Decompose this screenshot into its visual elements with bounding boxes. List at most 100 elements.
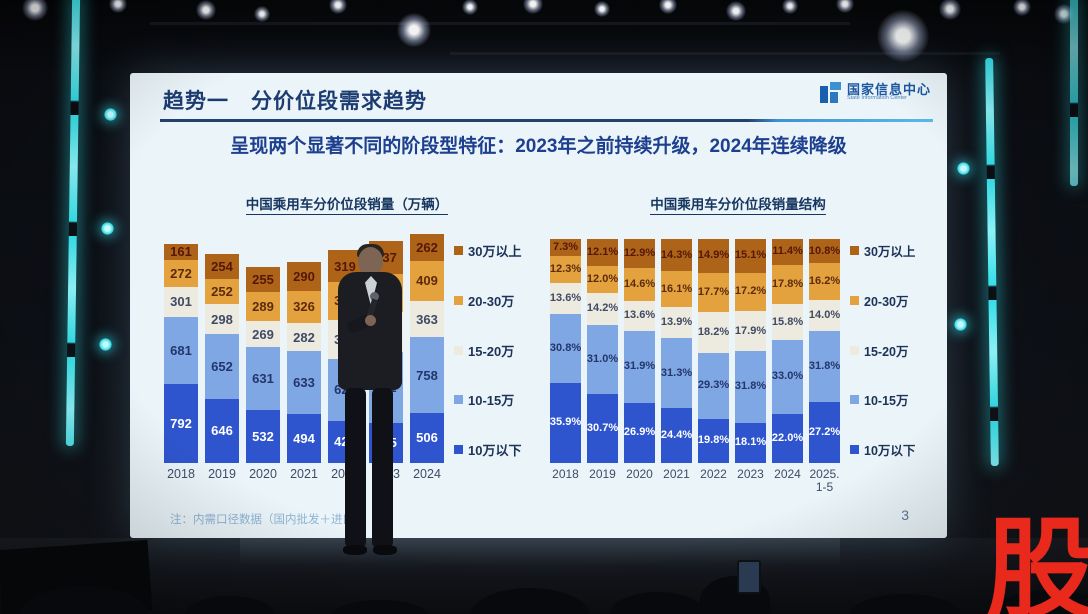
segment-30万以上: 254 bbox=[205, 254, 239, 280]
segment-15-20万: 14.0% bbox=[809, 299, 840, 331]
legend-label: 20-30万 bbox=[864, 294, 909, 309]
bar-2019: 254 252 298 652 646 bbox=[205, 254, 239, 463]
segment-15-20万: 269 bbox=[246, 320, 280, 348]
x-tick-label: 2019 bbox=[589, 467, 616, 481]
ceiling-truss bbox=[150, 22, 850, 25]
legend-swatch-icon bbox=[454, 445, 463, 454]
segment-20-30万: 252 bbox=[205, 279, 239, 305]
slide-title: 趋势一 分价位段需求趋势 bbox=[163, 90, 427, 113]
spotlight-glow bbox=[397, 13, 431, 47]
ceiling-truss bbox=[450, 52, 1000, 55]
segment-30万以上: 10.8% bbox=[809, 239, 840, 264]
bar-2021: 14.3% 16.1% 13.9% 31.3% 24.4% bbox=[661, 239, 692, 463]
segment-10-15万: 31.8% bbox=[735, 351, 766, 423]
audience-silhouette bbox=[850, 594, 960, 614]
chart-legend: 30万以上 20-30万 15-20万 10-15万 10万以下 bbox=[454, 231, 521, 463]
segment-30万以上: 262 bbox=[410, 234, 444, 261]
slide-subtitle: 呈现两个显著不同的阶段型特征：2023年之前持续升级，2024年连续降级 bbox=[230, 136, 847, 157]
sic-logo-icon bbox=[819, 82, 841, 103]
presenter-head bbox=[358, 247, 383, 276]
segment-15-20万: 13.9% bbox=[661, 307, 692, 339]
segment-15-20万: 282 bbox=[287, 323, 321, 352]
x-tick-label: 2019 bbox=[208, 467, 236, 481]
segment-15-20万: 18.2% bbox=[698, 312, 729, 354]
page-number: 3 bbox=[901, 507, 909, 523]
bar-2021: 290 326 282 633 494 bbox=[287, 261, 321, 463]
presenter-leg bbox=[345, 388, 366, 548]
x-tick-label: 2024 bbox=[413, 467, 441, 481]
led-dot-icon bbox=[954, 318, 967, 331]
segment-15-20万: 15.8% bbox=[772, 304, 803, 340]
segment-20-30万: 289 bbox=[246, 291, 280, 321]
bar-2020: 12.9% 14.6% 13.6% 31.9% 26.9% bbox=[624, 239, 655, 463]
chart-legend: 30万以上 20-30万 15-20万 10-15万 10万以下 bbox=[850, 231, 915, 463]
bar-2022: 14.9% 17.7% 18.2% 29.3% 19.8% bbox=[698, 239, 729, 463]
presenter-silhouette bbox=[329, 243, 413, 561]
segment-10-15万: 31.8% bbox=[809, 330, 840, 403]
segment-30万以上: 14.3% bbox=[661, 239, 692, 272]
segment-10-15万: 31.0% bbox=[587, 324, 618, 395]
bar-2018: 7.3% 12.3% 13.6% 30.8% 35.9% bbox=[550, 239, 581, 463]
spotlight-glow bbox=[877, 10, 929, 62]
segment-10-15万: 633 bbox=[287, 351, 321, 414]
logo-subtitle: State Information Center bbox=[846, 95, 907, 102]
led-dot-icon bbox=[99, 338, 112, 351]
legend-swatch-icon bbox=[850, 295, 859, 305]
segment-10-15万: 31.3% bbox=[661, 338, 692, 409]
segment-10万以下: 792 bbox=[164, 384, 198, 463]
bar-2024: 11.4% 17.8% 15.8% 33.0% 22.0% bbox=[772, 239, 803, 463]
segment-10万以下: 30.7% bbox=[587, 394, 618, 463]
segment-30万以上: 15.1% bbox=[735, 238, 766, 273]
bar-2020: 255 289 269 631 532 bbox=[246, 266, 280, 463]
legend-label: 10万以下 bbox=[864, 444, 916, 458]
bar-2023: 15.1% 17.2% 17.9% 31.8% 18.1% bbox=[735, 238, 766, 463]
spotlight-glow bbox=[594, 1, 610, 17]
spotlight-glow bbox=[523, 0, 543, 14]
legend-swatch-icon bbox=[850, 345, 859, 355]
x-tick-label: 2024 bbox=[774, 467, 801, 481]
legend-swatch-icon bbox=[454, 295, 463, 305]
legend-swatch-icon bbox=[850, 395, 859, 405]
spotlight-glow bbox=[782, 0, 798, 14]
segment-20-30万: 17.8% bbox=[772, 264, 803, 305]
segment-30万以上: 14.9% bbox=[698, 239, 729, 273]
spotlight-glow bbox=[254, 6, 270, 22]
x-tick-label: 2018 bbox=[167, 467, 195, 481]
segment-10万以下: 35.9% bbox=[550, 382, 581, 463]
segment-10万以下: 27.2% bbox=[809, 402, 840, 463]
raised-phone bbox=[737, 560, 761, 594]
x-tick-label: 2025. 1-5 bbox=[809, 467, 840, 494]
legend-item-15-20万: 15-20万 bbox=[850, 341, 915, 360]
segment-10-15万: 33.0% bbox=[772, 339, 803, 414]
segment-20-30万: 14.6% bbox=[624, 268, 655, 301]
microphone-icon bbox=[370, 292, 379, 301]
led-strip-right bbox=[985, 57, 999, 467]
segment-20-30万: 16.1% bbox=[661, 271, 692, 308]
watermark-logo: 股 bbox=[986, 509, 1088, 614]
presenter-hand bbox=[365, 315, 376, 326]
segment-20-30万: 326 bbox=[287, 290, 321, 324]
segment-10-15万: 31.9% bbox=[624, 331, 655, 403]
logo-name: 国家信息中心 bbox=[846, 81, 931, 97]
audience-silhouette bbox=[610, 592, 706, 614]
segment-15-20万: 363 bbox=[410, 301, 444, 338]
header-rule bbox=[160, 119, 933, 122]
segment-15-20万: 301 bbox=[164, 286, 198, 317]
segment-10-15万: 30.8% bbox=[550, 313, 581, 383]
spotlight-glow bbox=[109, 0, 127, 13]
segment-10万以下: 494 bbox=[287, 413, 321, 463]
led-dot-icon bbox=[104, 108, 117, 121]
segment-30万以上: 255 bbox=[246, 266, 280, 292]
segment-10万以下: 26.9% bbox=[624, 402, 655, 463]
segment-20-30万: 409 bbox=[410, 260, 444, 302]
legend-item-10万以下: 10万以下 bbox=[850, 440, 915, 459]
segment-15-20万: 13.6% bbox=[624, 300, 655, 332]
spotlight-glow bbox=[659, 0, 677, 14]
segment-10-15万: 758 bbox=[410, 337, 444, 413]
segment-10-15万: 29.3% bbox=[698, 353, 729, 419]
spotlight-glow bbox=[196, 0, 216, 20]
segment-15-20万: 17.9% bbox=[735, 311, 766, 352]
presenter-leg bbox=[372, 388, 393, 548]
state-information-center-logo: 国家信息中心 State Information Center bbox=[819, 81, 931, 103]
